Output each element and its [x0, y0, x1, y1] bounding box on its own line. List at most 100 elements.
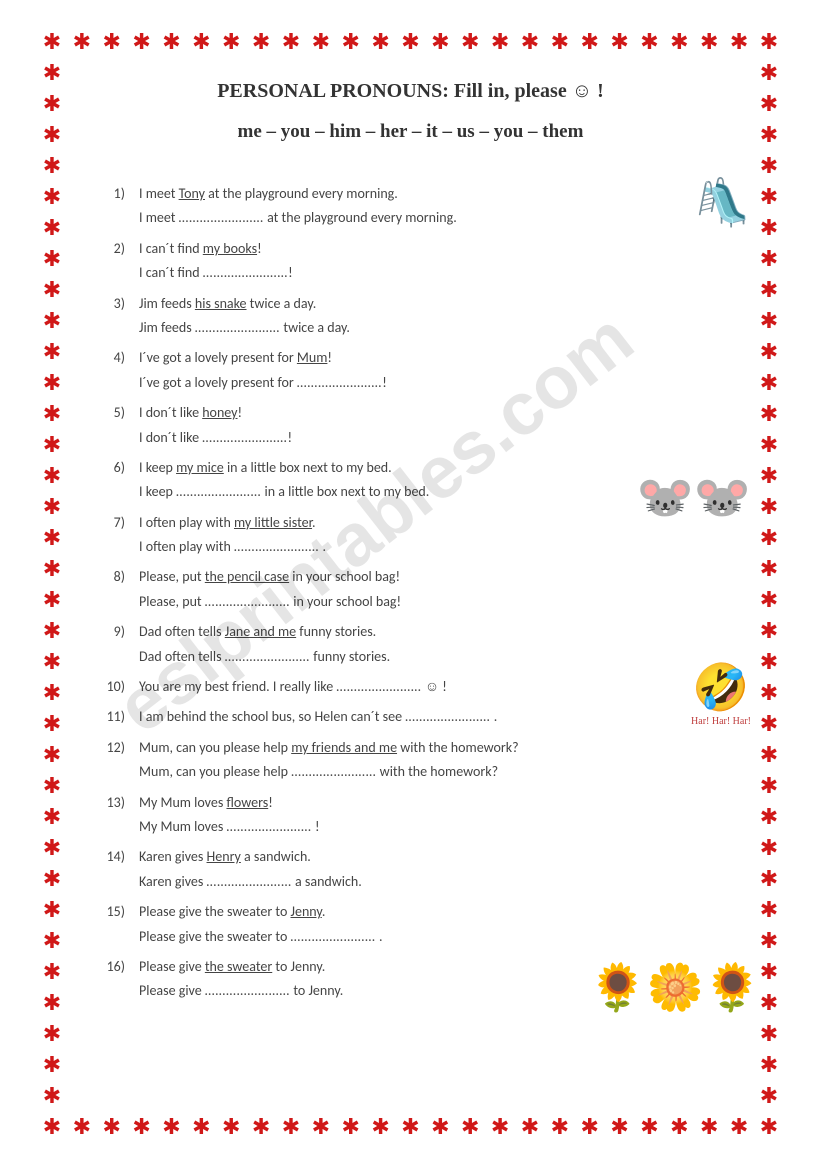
- item-number: 3): [85, 293, 139, 342]
- sentence-blank: Dad often tells …………………… funny stories.: [139, 646, 616, 668]
- pronoun-list: me – you – him – her – it – us – you – t…: [85, 121, 736, 143]
- sentence-cue: Jim feeds his snake twice a day.: [139, 293, 616, 315]
- underlined-word: my books: [203, 240, 257, 257]
- underlined-word: Henry: [207, 848, 241, 865]
- item-number: 16): [85, 956, 139, 1005]
- blank-field[interactable]: ……………………: [225, 648, 310, 665]
- blank-field[interactable]: ……………………: [336, 678, 421, 695]
- underlined-word: Tony: [179, 185, 205, 202]
- laughing-man-icon: 🤣Har! Har! Har!: [691, 660, 751, 727]
- sentence-blank: I keep …………………… in a little box next to …: [139, 481, 616, 503]
- sentence-blank: I don´t like ……………………!: [139, 427, 616, 449]
- underlined-word: my little sister: [234, 514, 312, 531]
- worksheet-page: ✱✱✱✱✱✱✱✱✱✱✱✱✱✱✱✱✱✱✱✱✱✱✱✱✱✱✱✱✱✱✱✱✱✱✱✱✱✱✱✱…: [0, 0, 821, 1169]
- exercise-item: 2)I can´t find my books!I can´t find …………: [85, 238, 736, 287]
- underlined-word: flowers: [226, 794, 268, 811]
- blank-field[interactable]: ……………………: [195, 319, 280, 336]
- sentence-cue: Karen gives Henry a sandwich.: [139, 846, 616, 868]
- blank-field[interactable]: ……………………: [405, 708, 490, 725]
- exercise-item: 13)My Mum loves flowers!My Mum loves …………: [85, 792, 736, 841]
- content-area: PERSONAL PRONOUNS: Fill in, please ☺ ! m…: [85, 70, 736, 1099]
- blank-field[interactable]: ……………………: [297, 374, 382, 391]
- exercise-item: 1)I meet Tony at the playground every mo…: [85, 183, 736, 232]
- sentence-blank: I often play with …………………… .: [139, 536, 616, 558]
- underlined-word: my friends and me: [291, 739, 397, 756]
- slide-girl-icon: 🛝: [694, 175, 751, 231]
- item-number: 2): [85, 238, 139, 287]
- exercise-item: 10)You are my best friend. I really like…: [85, 676, 736, 700]
- underlined-word: Jane and me: [225, 623, 296, 640]
- item-number: 7): [85, 512, 139, 561]
- item-number: 4): [85, 347, 139, 396]
- sentence-cue: Please, put the pencil case in your scho…: [139, 566, 616, 588]
- sentence-cue: Please give the sweater to Jenny.: [139, 956, 616, 978]
- item-lines: My Mum loves flowers!My Mum loves …………………: [139, 792, 736, 841]
- underlined-word: the pencil case: [205, 568, 289, 585]
- sentence-blank: Please give …………………… to Jenny.: [139, 980, 616, 1002]
- blank-field[interactable]: ……………………: [179, 209, 264, 226]
- underlined-word: Mum: [297, 349, 328, 366]
- sentence-blank: My Mum loves …………………… !: [139, 816, 616, 838]
- underlined-word: my mice: [176, 459, 224, 476]
- sentence-cue: I don´t like honey!: [139, 402, 616, 424]
- item-number: 8): [85, 566, 139, 615]
- blank-field[interactable]: ……………………: [205, 982, 290, 999]
- sentence-blank: Please, put …………………… in your school bag!: [139, 591, 616, 613]
- blank-field[interactable]: ……………………: [234, 538, 319, 555]
- blank-field[interactable]: ……………………: [205, 593, 290, 610]
- item-lines: Please, put the pencil case in your scho…: [139, 566, 736, 615]
- sentence-cue: I´ve got a lovely present for Mum!: [139, 347, 616, 369]
- item-lines: I meet Tony at the playground every morn…: [139, 183, 736, 232]
- blank-field[interactable]: ……………………: [176, 483, 261, 500]
- item-lines: Jim feeds his snake twice a day.Jim feed…: [139, 293, 736, 342]
- item-number: 12): [85, 737, 139, 786]
- item-lines: I don´t like honey! I don´t like ………………………: [139, 402, 736, 451]
- sentence-cue: I can´t find my books!: [139, 238, 616, 260]
- item-lines: Please give the sweater to Jenny. Please …: [139, 901, 736, 950]
- blank-field[interactable]: ……………………: [226, 818, 311, 835]
- mice-icon: 🐭🐭: [636, 470, 751, 526]
- item-lines: Dad often tells Jane and me funny storie…: [139, 621, 736, 670]
- sentence-blank: I´ve got a lovely present for ……………………!: [139, 372, 616, 394]
- underlined-word: his snake: [195, 295, 247, 312]
- exercise-item: 11)I am behind the school bus, so Helen …: [85, 706, 736, 730]
- item-number: 6): [85, 457, 139, 506]
- item-number: 11): [85, 706, 139, 730]
- sentence-cue: Mum, can you please help my friends and …: [139, 737, 616, 759]
- item-lines: I am behind the school bus, so Helen can…: [139, 706, 736, 730]
- sentence-cue: Dad often tells Jane and me funny storie…: [139, 621, 616, 643]
- page-title: PERSONAL PRONOUNS: Fill in, please ☺ !: [85, 80, 736, 103]
- sentence-cue: I often play with my little sister.: [139, 512, 616, 534]
- exercise-item: 12)Mum, can you please help my friends a…: [85, 737, 736, 786]
- sentence-blank: Please give the sweater to …………………… .: [139, 926, 616, 948]
- underlined-word: Jenny: [291, 903, 322, 920]
- item-lines: I´ve got a lovely present for Mum! I´ve g…: [139, 347, 736, 396]
- exercise-list: 1)I meet Tony at the playground every mo…: [85, 183, 736, 1005]
- sentence-line: You are my best friend. I really like ………: [139, 676, 616, 698]
- blank-field[interactable]: ……………………: [291, 763, 376, 780]
- item-number: 5): [85, 402, 139, 451]
- exercise-item: 4)I´ve got a lovely present for Mum!I´ve…: [85, 347, 736, 396]
- blank-field[interactable]: ……………………: [203, 264, 288, 281]
- item-lines: I can´t find my books!I can´t find ………………: [139, 238, 736, 287]
- underlined-word: the sweater: [205, 958, 272, 975]
- sentence-blank: Jim feeds …………………… twice a day.: [139, 317, 616, 339]
- sentence-cue: Please give the sweater to Jenny.: [139, 901, 616, 923]
- sentence-cue: I meet Tony at the playground every morn…: [139, 183, 616, 205]
- blank-field[interactable]: ……………………: [291, 928, 376, 945]
- sentence-cue: My Mum loves flowers!: [139, 792, 616, 814]
- exercise-item: 9)Dad often tells Jane and me funny stor…: [85, 621, 736, 670]
- item-number: 1): [85, 183, 139, 232]
- exercise-item: 5)I don´t like honey! I don´t like …………………: [85, 402, 736, 451]
- item-number: 13): [85, 792, 139, 841]
- sentence-blank: Mum, can you please help …………………… with t…: [139, 761, 616, 783]
- sentence-line: I am behind the school bus, so Helen can…: [139, 706, 616, 728]
- item-number: 10): [85, 676, 139, 700]
- blank-field[interactable]: ……………………: [207, 873, 292, 890]
- item-number: 14): [85, 846, 139, 895]
- exercise-item: 3)Jim feeds his snake twice a day.Jim fe…: [85, 293, 736, 342]
- item-lines: Karen gives Henry a sandwich.Karen gives…: [139, 846, 736, 895]
- underlined-word: honey: [202, 404, 237, 421]
- blank-field[interactable]: ……………………: [202, 429, 287, 446]
- sentence-cue: I keep my mice in a little box next to m…: [139, 457, 616, 479]
